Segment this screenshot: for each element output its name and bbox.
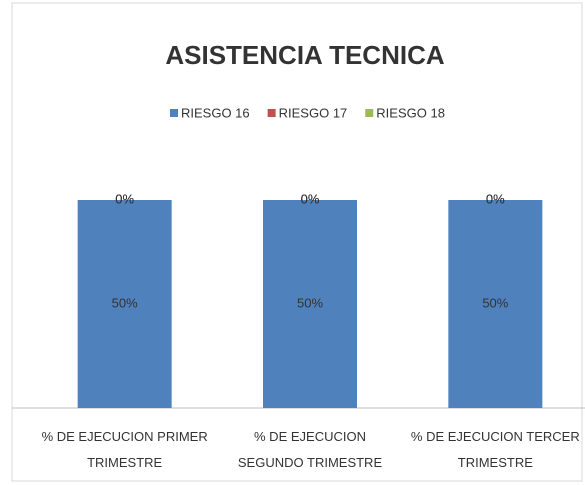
data-label: 50% [112, 295, 138, 310]
legend-swatch [170, 109, 178, 117]
data-label: 50% [482, 295, 508, 310]
data-label: 0% [486, 191, 505, 206]
bar-segment [448, 200, 543, 408]
data-label: 50% [297, 295, 323, 310]
data-label: 0% [301, 191, 320, 206]
chart-title: ASISTENCIA TECNICA [165, 40, 444, 70]
bar-segment [77, 200, 172, 408]
data-label: 0% [486, 191, 505, 206]
legend-label: RIESGO 18 [376, 105, 445, 120]
bar-segment [263, 200, 357, 408]
data-label: 0% [115, 191, 134, 206]
legend-swatch [267, 109, 276, 117]
x-tick-label: % DE EJECUCION PRIMER TRIMESTRE [41, 429, 208, 470]
x-tick-label: % DE EJECUCION SEGUNDO TRIMESTRE [237, 429, 383, 470]
data-label: 0% [115, 191, 134, 206]
legend-label: RIESGO 16 [181, 105, 250, 120]
legend-swatch [365, 109, 374, 117]
chart-frame [11, 2, 583, 482]
data-label: 0% [301, 191, 320, 206]
legend-label: RIESGO 17 [279, 105, 348, 120]
x-tick-label: % DE EJECUCION TERCER TRIMESTRE [410, 429, 580, 470]
